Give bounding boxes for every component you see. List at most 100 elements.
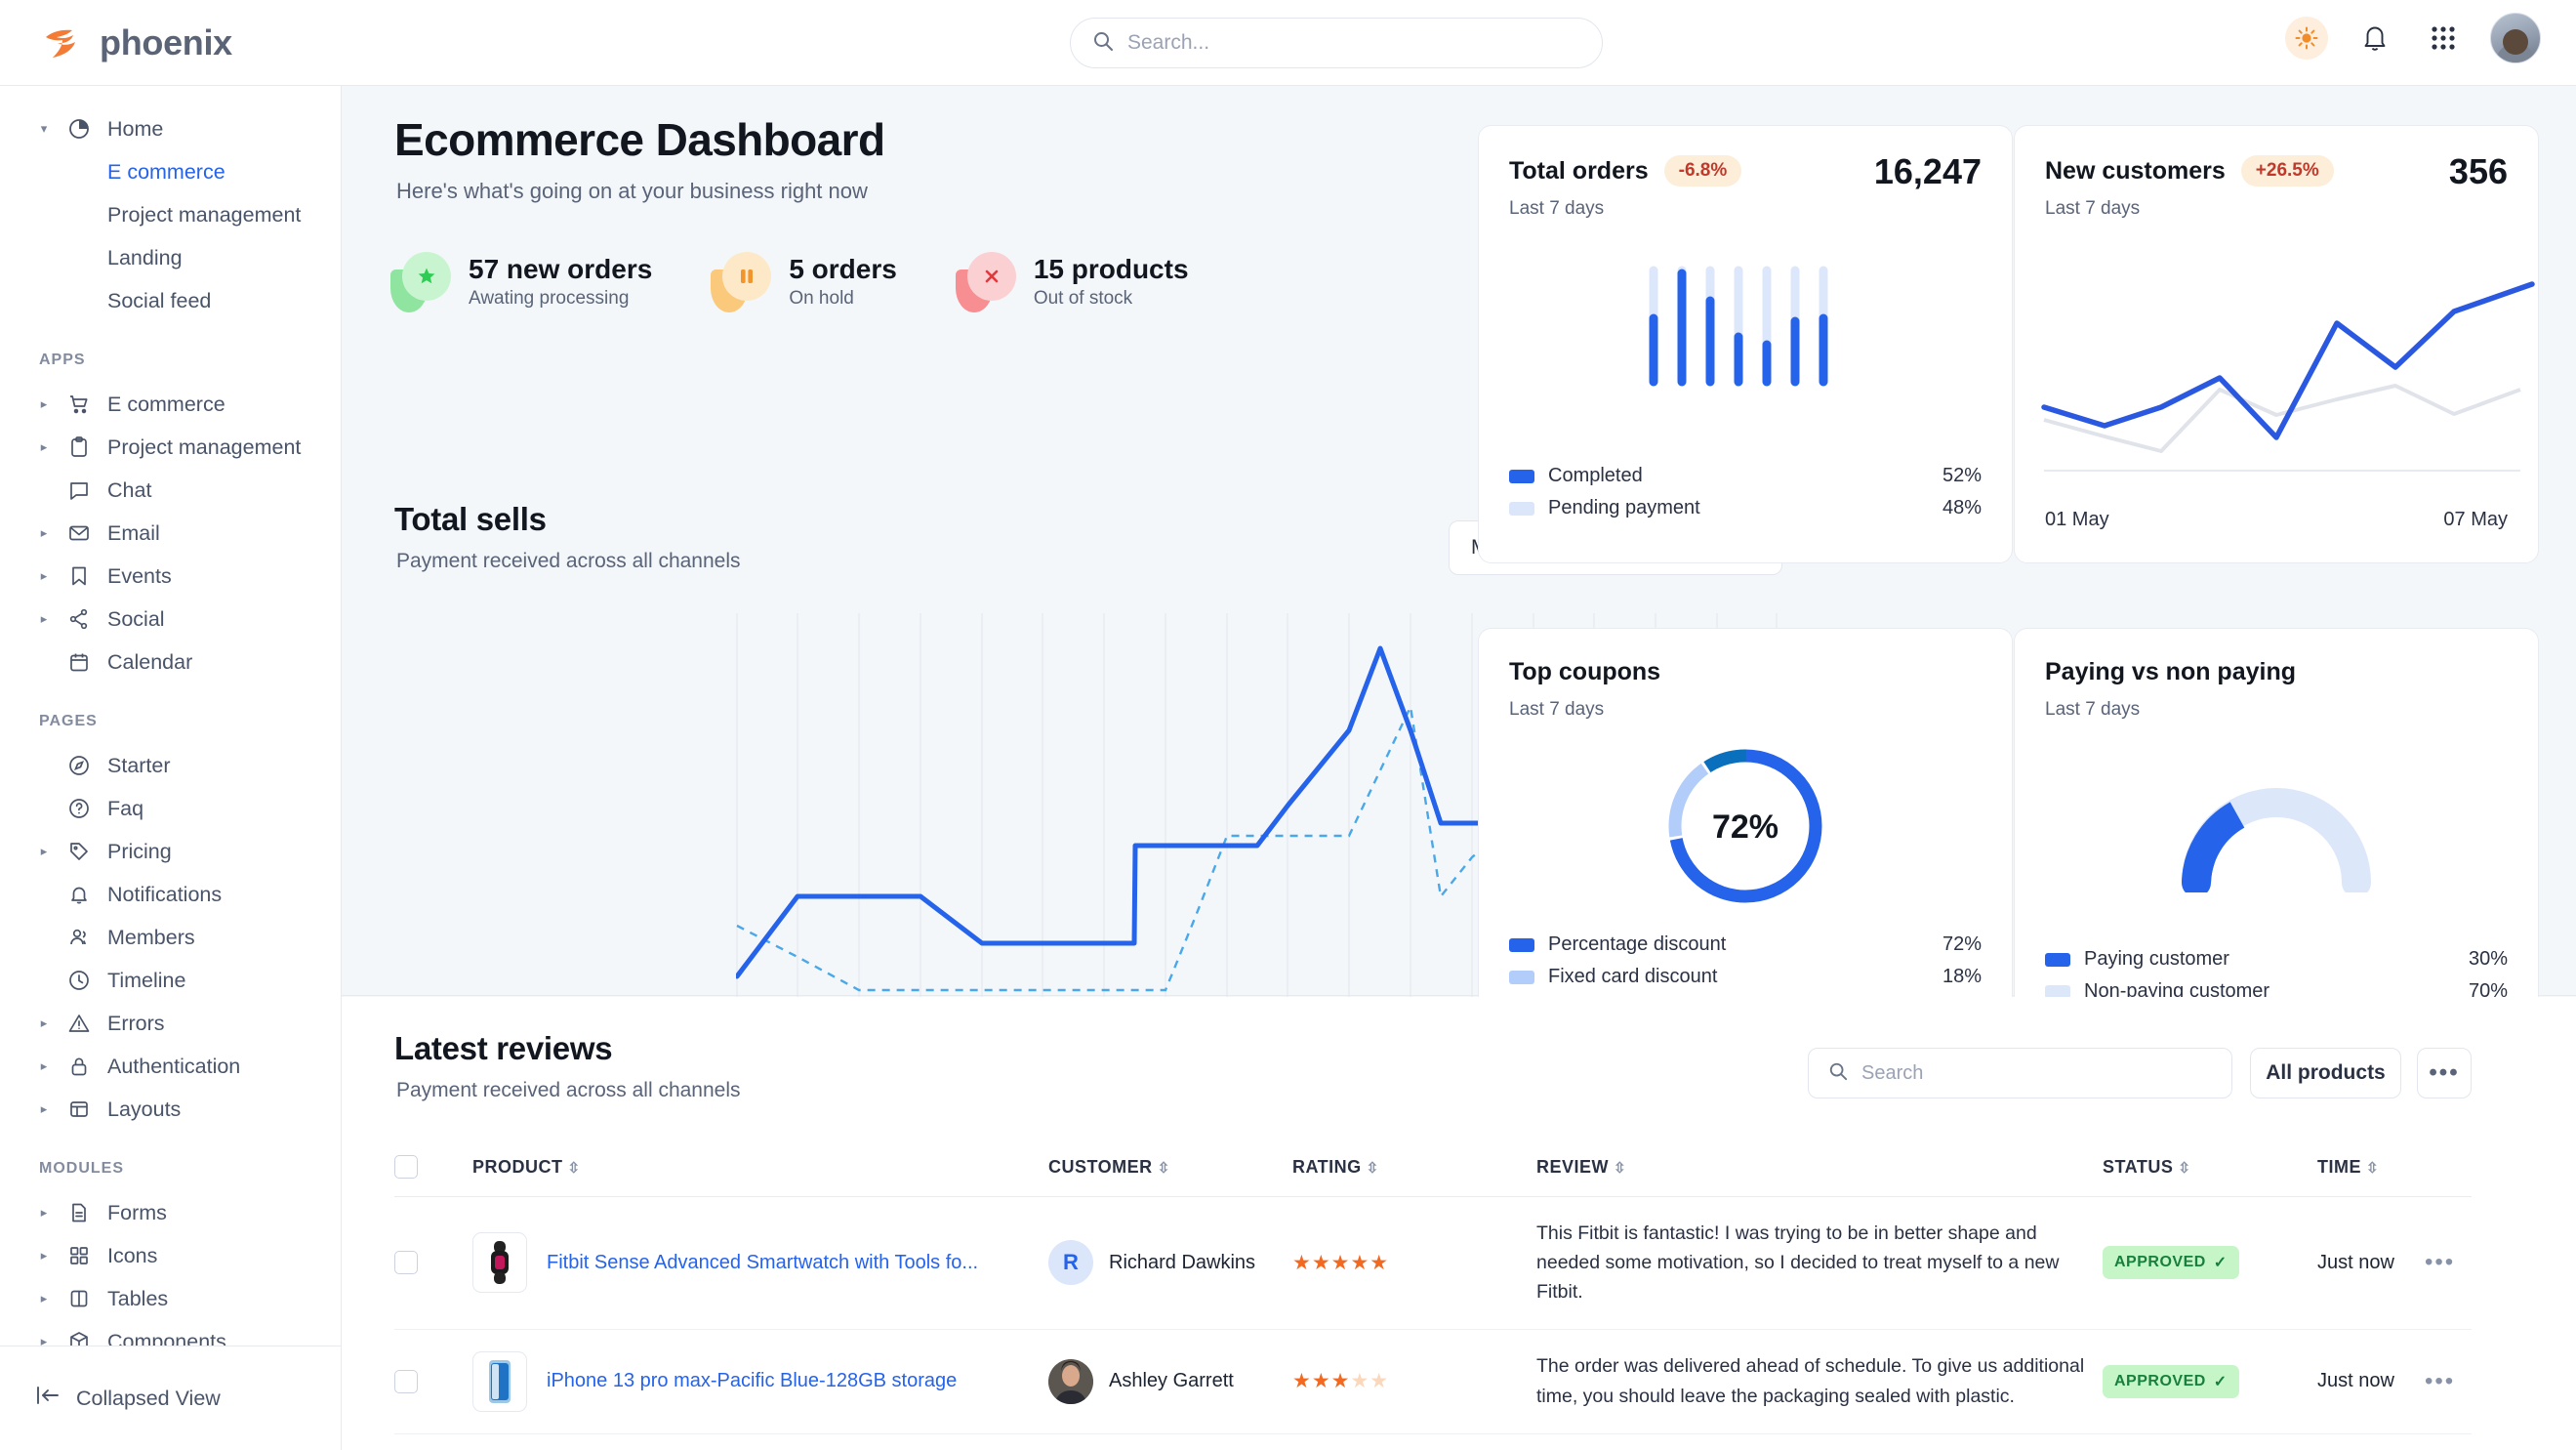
sidebar-section-pages: PAGES (39, 713, 98, 729)
sidebar-item-faq[interactable]: Faq (0, 787, 341, 830)
axis-tick-end: 07 May (2443, 509, 2508, 530)
reviews-search-input[interactable] (1861, 1061, 2212, 1085)
sidebar-item-layouts[interactable]: ▸ Layouts (0, 1088, 341, 1131)
global-search[interactable] (1070, 18, 1603, 68)
column-customer[interactable]: CUSTOMER ⇳ (1048, 1141, 1292, 1197)
sidebar-item-components[interactable]: ▸ Components (0, 1320, 341, 1346)
sidebar: ▾ Home E commerce Project management Lan… (0, 86, 342, 1450)
axis-tick-start: 01 May (2045, 509, 2109, 530)
sidebar-item-home[interactable]: ▾ Home (0, 107, 341, 150)
sidebar-item-errors[interactable]: ▸ Errors (0, 1002, 341, 1045)
sidebar-item-label: Members (107, 925, 195, 949)
collapsed-view-toggle[interactable]: Collapsed View (0, 1346, 341, 1450)
sidebar-item-authentication[interactable]: ▸ Authentication (0, 1045, 341, 1088)
main-content: Ecommerce Dashboard Here's what's going … (342, 86, 2576, 1450)
sidebar-item-tables[interactable]: ▸ Tables (0, 1277, 341, 1320)
product-link[interactable]: iPhone 13 pro max-Pacific Blue-128GB sto… (547, 1370, 958, 1392)
chevron-right-icon: ▸ (40, 844, 48, 858)
sidebar-item-label: Timeline (107, 968, 186, 992)
star-rating: ★★★★★ (1292, 1251, 1390, 1274)
legend-label: Pending payment (1548, 497, 1700, 518)
status-badge: APPROVED ✓ (2103, 1246, 2239, 1280)
sidebar-item-pricing[interactable]: ▸ Pricing (0, 830, 341, 873)
product-link[interactable]: Fitbit Sense Advanced Smartwatch with To… (547, 1251, 979, 1273)
sidebar-item-label: Faq (107, 796, 144, 820)
total-sells-title: Total sells (394, 501, 547, 537)
bell-icon (64, 880, 94, 909)
card-period: Last 7 days (2045, 699, 2141, 720)
status-badge: +26.5% (2240, 155, 2334, 186)
sort-icon: ⇳ (1157, 1159, 1170, 1177)
dashboard-top-region: Ecommerce Dashboard Here's what's going … (342, 86, 2576, 1051)
envelope-icon (64, 518, 94, 548)
sidebar-item-members[interactable]: Members (0, 916, 341, 959)
search-input[interactable] (1127, 31, 1580, 55)
sidebar-item-label: Icons (107, 1243, 158, 1267)
avatar (1048, 1358, 1093, 1404)
chevron-right-icon: ▸ (40, 611, 48, 626)
total-orders-bar-chart (1646, 263, 1851, 394)
chevron-right-icon: ▸ (40, 1058, 48, 1073)
product-cell (472, 1433, 1048, 1450)
sidebar-subitem-social-feed[interactable]: Social feed (107, 288, 212, 312)
chevron-right-icon: ▸ (40, 1248, 48, 1263)
stat-value: 57 new orders (469, 253, 653, 284)
sidebar-subitem-landing[interactable]: Landing (107, 245, 183, 269)
sidebar-item-e-commerce[interactable]: ▸ E commerce (0, 383, 341, 426)
sort-icon: ⇳ (2366, 1159, 2380, 1177)
brand-logo[interactable]: phoenix (43, 22, 232, 63)
row-checkbox[interactable] (394, 1369, 418, 1393)
stat-caption: Out of stock (1033, 288, 1133, 310)
reviews-search[interactable] (1808, 1048, 2232, 1098)
legend-swatch (2045, 952, 2070, 967)
card-legend: Paying customer 30% Non-paying customer … (2045, 948, 2508, 1003)
row-more-icon[interactable]: ••• (2425, 1367, 2456, 1394)
sidebar-subitem-ecommerce[interactable]: E commerce (107, 159, 225, 184)
sidebar-item-forms[interactable]: ▸ Forms (0, 1191, 341, 1234)
sidebar-section-apps: APPS (39, 352, 86, 368)
chevron-down-icon: ▾ (40, 121, 48, 136)
column-product[interactable]: PRODUCT ⇳ (472, 1141, 1048, 1197)
sidebar-item-events[interactable]: ▸ Events (0, 555, 341, 598)
row-select-cell (394, 1196, 472, 1330)
phoenix-bird-icon (43, 25, 84, 61)
sidebar-item-chat[interactable]: Chat (0, 469, 341, 512)
pie-chart-icon (64, 114, 94, 144)
sidebar-item-label: Authentication (107, 1054, 241, 1078)
row-more-icon[interactable]: ••• (2425, 1249, 2456, 1276)
select-all-checkbox[interactable] (394, 1155, 418, 1179)
more-options-button[interactable]: ••• (2417, 1048, 2472, 1098)
bell-icon[interactable] (2353, 17, 2396, 60)
sidebar-item-email[interactable]: ▸ Email (0, 512, 341, 555)
user-avatar[interactable] (2490, 13, 2541, 63)
legend-label: Paying customer (2084, 948, 2229, 970)
row-actions-cell (2425, 1433, 2472, 1450)
grid-apps-icon[interactable] (2422, 17, 2465, 60)
status-cell: APPROVED ✓ (2103, 1196, 2317, 1330)
column-review[interactable]: REVIEW ⇳ (1536, 1141, 2103, 1197)
sidebar-item-label: Calendar (107, 649, 193, 674)
row-checkbox[interactable] (394, 1251, 418, 1275)
sidebar-item-icons[interactable]: ▸ Icons (0, 1234, 341, 1277)
legend-swatch (1509, 970, 1534, 984)
all-products-button[interactable]: All products (2250, 1048, 2401, 1098)
sun-icon[interactable] (2285, 17, 2328, 60)
sidebar-item-project-management[interactable]: ▸ Project management (0, 426, 341, 469)
review-cell: This Fitbit is fantastic! I was trying t… (1536, 1196, 2103, 1330)
sidebar-item-calendar[interactable]: Calendar (0, 641, 341, 684)
legend-item: Pending payment 48% (1509, 497, 1982, 519)
column-status[interactable]: STATUS ⇳ (2103, 1141, 2317, 1197)
column-rating[interactable]: RATING ⇳ (1292, 1141, 1536, 1197)
sidebar-item-timeline[interactable]: Timeline (0, 959, 341, 1002)
time-cell: Just now (2317, 1329, 2425, 1434)
legend-value: 30% (2468, 948, 2508, 970)
sidebar-subitem-project-management[interactable]: Project management (107, 202, 302, 227)
sidebar-item-starter[interactable]: Starter (0, 744, 341, 787)
sidebar-item-notifications[interactable]: Notifications (0, 873, 341, 916)
sidebar-item-social[interactable]: ▸ Social (0, 598, 341, 641)
section-title: Latest reviews (394, 1030, 613, 1066)
legend-item: Fixed card discount 18% (1509, 966, 1982, 988)
reviews-table: PRODUCT ⇳ CUSTOMER ⇳ RATING ⇳ REVIEW ⇳ STATU… (394, 1141, 2472, 1450)
grid-squares-icon (64, 1241, 94, 1270)
column-time[interactable]: TIME ⇳ (2317, 1141, 2425, 1197)
